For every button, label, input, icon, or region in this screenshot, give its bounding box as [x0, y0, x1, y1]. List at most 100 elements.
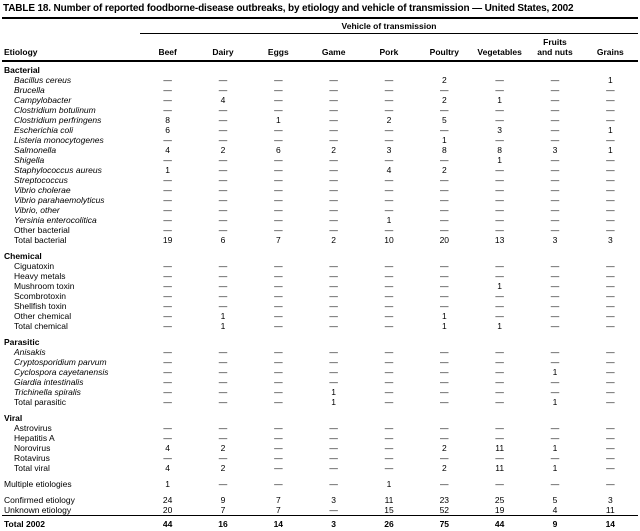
value-cell: —	[274, 85, 283, 95]
value-cell: 10	[384, 235, 394, 245]
value-cell: —	[550, 75, 560, 85]
value-cell: —	[329, 505, 338, 515]
value-cell: —	[274, 321, 283, 331]
value-cell: 1	[497, 321, 502, 331]
value-cell: —	[163, 271, 172, 281]
value-cell: —	[274, 453, 283, 463]
value-cell: —	[495, 271, 504, 281]
etiology-label: Shellfish toxin	[14, 301, 67, 311]
value-cell: —	[329, 357, 338, 367]
value-cell: —	[274, 387, 283, 397]
value-cell: —	[274, 281, 283, 291]
value-cell: 44	[471, 515, 528, 531]
table-row: Confirmed etiology 24 9 7 3 11 23 25 5 3	[2, 489, 638, 505]
value-cell: —	[274, 175, 283, 185]
value-cell: 1	[386, 215, 392, 225]
value-cell: 52	[439, 505, 450, 515]
value-cell: 6	[220, 235, 226, 245]
value-cell: 1	[275, 115, 281, 125]
column-header: Fruits and nuts	[527, 33, 583, 62]
value-cell: —	[550, 115, 560, 125]
value-cell: —	[163, 291, 172, 301]
value-cell: 2	[386, 115, 392, 125]
etiology-label: Total viral	[14, 463, 50, 473]
column-header: Vegetables	[471, 33, 528, 62]
value-cell: 15	[384, 505, 394, 515]
value-cell: —	[495, 225, 504, 235]
value-cell: —	[606, 479, 615, 489]
value-cell: —	[384, 321, 394, 331]
value-cell: —	[606, 175, 615, 185]
table-row: Scombrotoxin — — — — — — — — —	[2, 291, 638, 301]
table-row: Shigella — — — — — — 1 — —	[2, 155, 638, 165]
value-cell: 8	[441, 145, 447, 155]
value-cell: —	[606, 105, 615, 115]
value-cell: —	[440, 205, 449, 215]
value-cell: —	[495, 433, 504, 443]
value-cell: —	[163, 357, 172, 367]
header-span-row: Vehicle of transmission	[2, 19, 638, 34]
value-cell: 3	[305, 515, 362, 531]
value-cell: —	[218, 479, 228, 489]
value-cell: 1	[607, 145, 613, 155]
value-cell: —	[550, 205, 560, 215]
etiology-label: Streptococcus	[14, 175, 68, 185]
value-cell: —	[384, 155, 394, 165]
value-cell: —	[495, 105, 504, 115]
value-cell: —	[384, 125, 394, 135]
etiology-label: Total parasitic	[14, 397, 66, 407]
value-cell: —	[218, 135, 228, 145]
value-cell: 20	[439, 235, 450, 245]
value-cell: —	[329, 195, 338, 205]
value-cell: —	[606, 453, 615, 463]
value-cell: —	[329, 115, 338, 125]
value-cell: 1	[220, 311, 226, 321]
value-cell: —	[274, 271, 283, 281]
etiology-label: Total bacterial	[14, 235, 67, 245]
value-cell: —	[329, 175, 338, 185]
value-cell: —	[495, 85, 504, 95]
etiology-label: Cryptosporidium parvum	[14, 357, 107, 367]
etiology-label: Astrovirus	[14, 423, 52, 433]
value-cell: —	[495, 215, 504, 225]
value-cell: —	[440, 357, 449, 367]
table-row: Listeria monocytogenes — — — — — 1 — — —	[2, 135, 638, 145]
etiology-label: Yersinia enterocolitica	[14, 215, 97, 225]
value-cell: —	[384, 367, 394, 377]
etiology-label: Shigella	[14, 155, 45, 165]
value-cell: —	[550, 347, 560, 357]
value-cell: —	[274, 291, 283, 301]
table-row: Cryptosporidium parvum — — — — — — — — —	[2, 357, 638, 367]
value-cell: —	[163, 75, 172, 85]
corner-spacer	[2, 19, 140, 34]
value-cell: —	[163, 155, 172, 165]
etiology-label: Salmonella	[14, 145, 57, 155]
value-cell: —	[329, 155, 338, 165]
value-cell: —	[440, 347, 449, 357]
value-cell: —	[329, 479, 338, 489]
value-cell: —	[218, 357, 228, 367]
table-title: TABLE 18. Number of reported foodborne-d…	[2, 3, 638, 19]
table-row: Total chemical — 1 — — — 1 1 — —	[2, 321, 638, 331]
value-cell: —	[218, 261, 228, 271]
value-cell: 8	[165, 115, 171, 125]
value-cell: —	[384, 85, 394, 95]
value-cell: 1	[497, 95, 502, 105]
value-cell: —	[218, 85, 228, 95]
table-row: Heavy metals — — — — — — — — —	[2, 271, 638, 281]
value-cell: 11	[605, 505, 615, 515]
value-cell: —	[440, 85, 449, 95]
value-cell: —	[550, 175, 560, 185]
value-cell: —	[606, 115, 615, 125]
value-cell: —	[329, 377, 338, 387]
value-cell: —	[606, 347, 615, 357]
value-cell: —	[440, 261, 449, 271]
value-cell: 11	[495, 443, 505, 453]
value-cell: —	[440, 105, 449, 115]
value-cell: 19	[494, 505, 505, 515]
etiology-label: Heavy metals	[14, 271, 66, 281]
value-cell: —	[163, 397, 172, 407]
value-cell: —	[440, 225, 449, 235]
value-cell: —	[163, 175, 172, 185]
etiology-label: Rotavirus	[14, 453, 50, 463]
